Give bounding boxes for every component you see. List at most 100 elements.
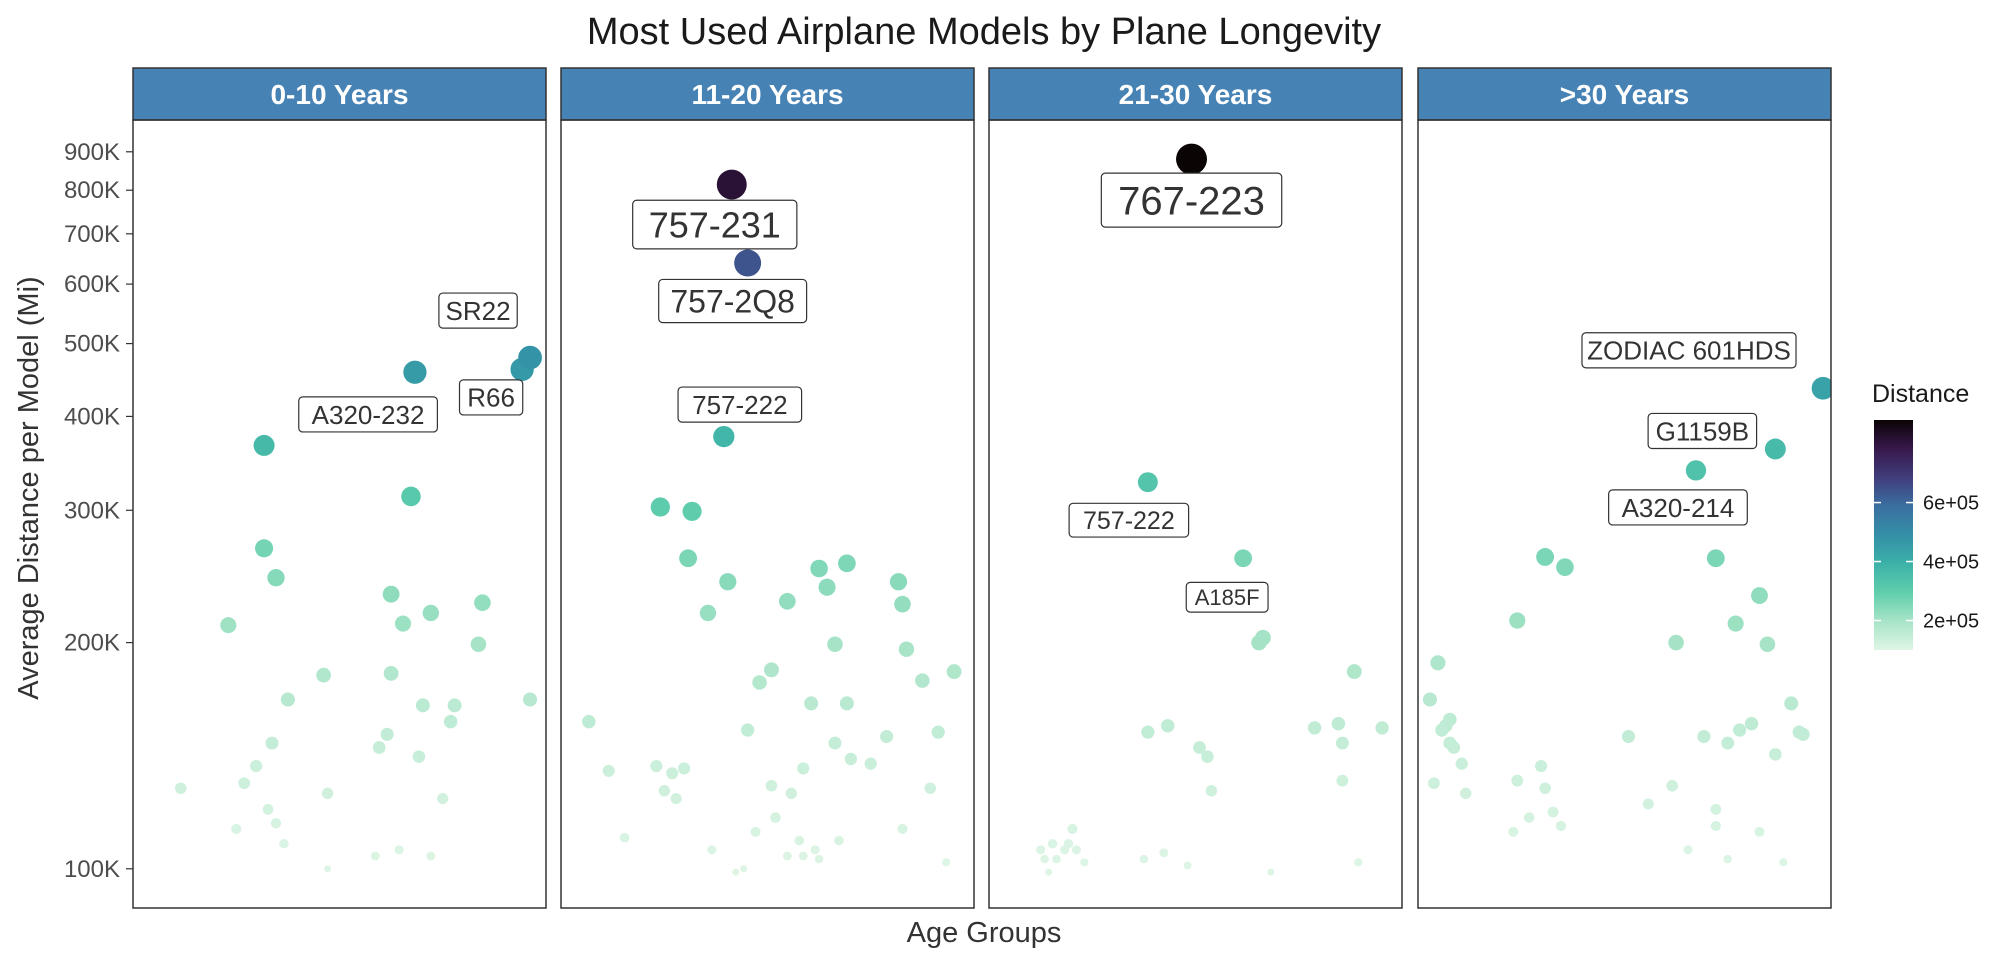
point-label-text: A185F bbox=[1195, 585, 1260, 610]
facet-panel: >30 Years A320-214 G1159B ZODIAC 601HDS bbox=[1417, 67, 1832, 909]
data-point bbox=[321, 787, 334, 800]
data-point bbox=[1764, 438, 1786, 460]
data-point bbox=[1183, 861, 1192, 870]
legend-tick-label: 2e+05 bbox=[1923, 611, 1979, 633]
data-point bbox=[719, 573, 737, 591]
data-point bbox=[658, 785, 671, 797]
y-tick-label: 200K bbox=[64, 630, 120, 657]
point-label: R66 bbox=[458, 379, 524, 416]
point-label-text: A320-232 bbox=[312, 400, 425, 430]
data-point bbox=[716, 169, 747, 200]
data-point bbox=[250, 759, 263, 773]
facet-panel: 21-30 Years 757-222 A185F 767-223 bbox=[988, 67, 1403, 909]
data-point bbox=[834, 835, 844, 846]
data-point bbox=[262, 803, 274, 815]
point-label-box bbox=[1608, 489, 1748, 526]
data-point bbox=[779, 592, 796, 610]
data-point bbox=[382, 585, 400, 603]
point-label-box bbox=[1581, 332, 1797, 369]
data-point bbox=[1067, 823, 1078, 834]
facet-strip bbox=[132, 67, 547, 121]
point-label-text: A320-214 bbox=[1622, 493, 1735, 523]
panel-points bbox=[582, 169, 962, 876]
data-point bbox=[1267, 868, 1275, 876]
data-point bbox=[880, 729, 894, 744]
data-point bbox=[582, 714, 596, 729]
data-point bbox=[324, 865, 332, 873]
data-point bbox=[422, 604, 439, 622]
data-point bbox=[1455, 757, 1468, 770]
data-point bbox=[1547, 806, 1559, 818]
legend-tick-label: 6e+05 bbox=[1923, 493, 1979, 515]
data-point bbox=[898, 641, 915, 657]
data-point bbox=[741, 723, 755, 737]
data-point bbox=[415, 698, 430, 713]
data-point bbox=[1754, 826, 1765, 837]
point-label-box bbox=[632, 199, 798, 250]
data-point bbox=[370, 851, 380, 861]
data-point bbox=[838, 554, 856, 573]
data-point bbox=[174, 782, 187, 795]
legend: Distance 2e+05 4e+05 6e+05 bbox=[1872, 380, 1979, 650]
data-point bbox=[1744, 716, 1759, 731]
data-point bbox=[1511, 774, 1524, 787]
data-point bbox=[1727, 615, 1744, 632]
data-point bbox=[670, 792, 682, 805]
data-point bbox=[732, 868, 740, 876]
data-point bbox=[1769, 748, 1782, 761]
data-point bbox=[443, 714, 458, 729]
data-point bbox=[1201, 750, 1214, 763]
data-point bbox=[255, 539, 274, 558]
y-axis-title: Average Distance per Model (Mi) bbox=[13, 276, 45, 699]
data-point bbox=[1733, 723, 1747, 737]
facet-strip bbox=[560, 67, 975, 121]
data-point bbox=[1535, 759, 1548, 773]
data-point bbox=[1642, 798, 1654, 810]
panel-points bbox=[174, 345, 542, 873]
data-point bbox=[1759, 636, 1776, 653]
data-point bbox=[770, 812, 781, 823]
point-label-box bbox=[298, 396, 438, 433]
data-point bbox=[740, 865, 748, 873]
point-label-box bbox=[1068, 502, 1190, 538]
panel-border bbox=[560, 119, 975, 909]
data-point bbox=[1331, 716, 1346, 731]
data-point bbox=[1063, 838, 1074, 849]
data-point bbox=[267, 569, 285, 587]
data-point bbox=[650, 759, 663, 773]
data-point bbox=[650, 497, 670, 517]
data-point bbox=[1792, 725, 1806, 739]
point-label: A320-214 bbox=[1608, 489, 1748, 526]
data-point bbox=[447, 698, 462, 713]
data-point bbox=[316, 667, 331, 683]
data-point bbox=[1354, 858, 1363, 867]
legend-ticks: 2e+05 4e+05 6e+05 bbox=[1874, 493, 1979, 633]
data-point bbox=[1710, 820, 1721, 832]
data-point bbox=[1685, 460, 1707, 481]
data-point bbox=[1139, 854, 1149, 864]
data-point bbox=[1668, 634, 1684, 651]
data-point bbox=[412, 750, 426, 763]
data-point bbox=[782, 851, 792, 861]
y-tick-label: 100K bbox=[64, 856, 120, 883]
data-point bbox=[1141, 725, 1155, 739]
data-point bbox=[1307, 721, 1322, 735]
point-label: 757-222 bbox=[1068, 502, 1190, 538]
point-label-text: ZODIAC 601HDS bbox=[1587, 336, 1791, 366]
point-label: SR22 bbox=[438, 292, 518, 329]
data-point bbox=[1336, 774, 1349, 787]
legend-tick-label: 4e+05 bbox=[1923, 552, 1979, 574]
point-label: A185F bbox=[1185, 581, 1269, 613]
data-point bbox=[403, 360, 427, 384]
data-point bbox=[839, 696, 854, 711]
point-label-text: 757-222 bbox=[692, 390, 787, 420]
data-point bbox=[238, 777, 251, 790]
data-point bbox=[383, 665, 399, 681]
data-point bbox=[1047, 838, 1058, 849]
data-point bbox=[1428, 777, 1440, 790]
y-tick-label: 300K bbox=[64, 497, 120, 524]
data-point bbox=[1555, 820, 1567, 832]
y-tick-label: 500K bbox=[64, 331, 120, 358]
data-point bbox=[924, 782, 937, 795]
